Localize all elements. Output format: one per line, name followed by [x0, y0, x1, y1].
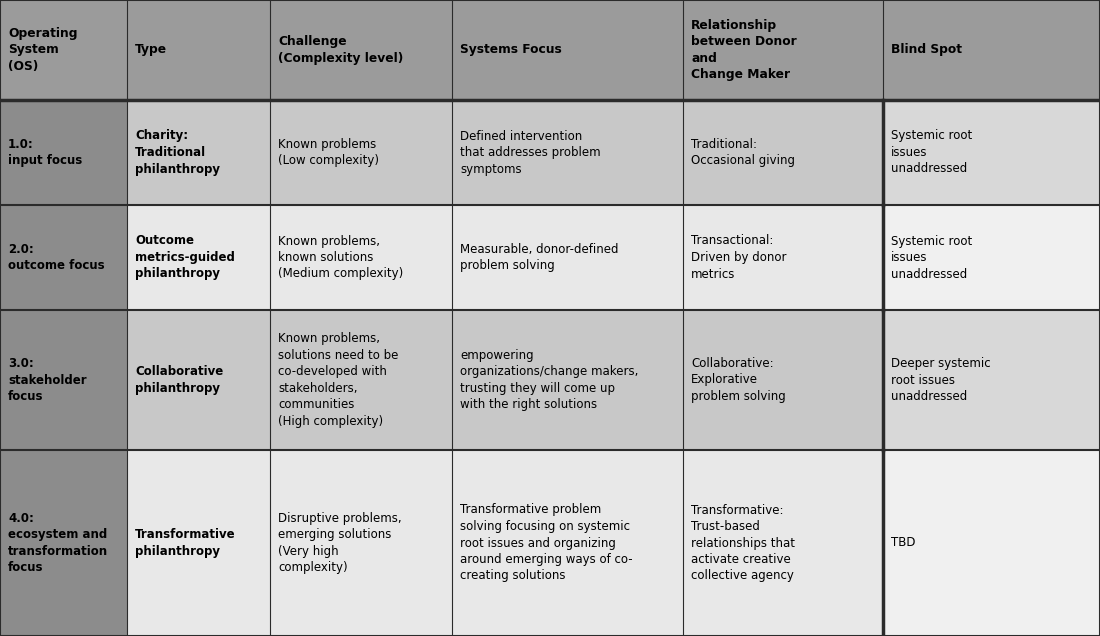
Text: Operating
System
(OS): Operating System (OS) [8, 27, 77, 73]
Text: Relationship
between Donor
and
Change Maker: Relationship between Donor and Change Ma… [691, 18, 796, 81]
Text: Disruptive problems,
emerging solutions
(Very high
complexity): Disruptive problems, emerging solutions … [278, 512, 402, 574]
Bar [683, 450, 883, 636]
Bar [683, 310, 883, 450]
Text: Known problems,
known solutions
(Medium complexity): Known problems, known solutions (Medium … [278, 235, 404, 280]
Text: Defined intervention
that addresses problem
symptoms: Defined intervention that addresses prob… [460, 130, 601, 176]
Text: Transactional:
Driven by donor
metrics: Transactional: Driven by donor metrics [691, 235, 786, 280]
Bar [270, 205, 452, 310]
Bar [0, 205, 126, 310]
Bar [883, 0, 1100, 100]
Text: Known problems
(Low complexity): Known problems (Low complexity) [278, 138, 380, 167]
Text: Systems Focus: Systems Focus [460, 43, 562, 57]
Text: Transformative
philanthropy: Transformative philanthropy [135, 529, 235, 558]
Text: Systemic root
issues
unaddressed: Systemic root issues unaddressed [891, 130, 972, 176]
Text: TBD: TBD [891, 537, 915, 550]
Text: Collaborative
philanthropy: Collaborative philanthropy [135, 365, 223, 395]
Text: Systemic root
issues
unaddressed: Systemic root issues unaddressed [891, 235, 972, 280]
Text: Traditional:
Occasional giving: Traditional: Occasional giving [691, 138, 795, 167]
Bar [883, 310, 1100, 450]
Text: Transformative problem
solving focusing on systemic
root issues and organizing
a: Transformative problem solving focusing … [460, 504, 632, 583]
Bar [126, 100, 270, 205]
Text: Challenge
(Complexity level): Challenge (Complexity level) [278, 35, 404, 65]
Bar [0, 100, 126, 205]
Bar [452, 205, 683, 310]
Bar [883, 100, 1100, 205]
Text: Blind Spot: Blind Spot [891, 43, 962, 57]
Text: Measurable, donor-defined
problem solving: Measurable, donor-defined problem solvin… [460, 243, 618, 272]
Bar [126, 205, 270, 310]
Bar [270, 100, 452, 205]
Bar [683, 0, 883, 100]
Text: Type: Type [135, 43, 167, 57]
Bar [883, 205, 1100, 310]
Bar [0, 450, 126, 636]
Bar [452, 0, 683, 100]
Text: Charity:
Traditional
philanthropy: Charity: Traditional philanthropy [135, 130, 220, 176]
Bar [270, 310, 452, 450]
Text: Transformative:
Trust-based
relationships that
activate creative
collective agen: Transformative: Trust-based relationship… [691, 504, 795, 583]
Text: Outcome
metrics-guided
philanthropy: Outcome metrics-guided philanthropy [135, 235, 235, 280]
Bar [126, 450, 270, 636]
Bar [452, 310, 683, 450]
Text: Deeper systemic
root issues
unaddressed: Deeper systemic root issues unaddressed [891, 357, 991, 403]
Bar [452, 450, 683, 636]
Bar [126, 310, 270, 450]
Bar [0, 0, 126, 100]
Text: 4.0:
ecosystem and
transformation
focus: 4.0: ecosystem and transformation focus [8, 512, 108, 574]
Bar [270, 0, 452, 100]
Text: Collaborative:
Explorative
problem solving: Collaborative: Explorative problem solvi… [691, 357, 785, 403]
Text: empowering
organizations/change makers,
trusting they will come up
with the righ: empowering organizations/change makers, … [460, 349, 638, 411]
Bar [0, 310, 126, 450]
Bar [270, 450, 452, 636]
Bar [452, 100, 683, 205]
Text: 3.0:
stakeholder
focus: 3.0: stakeholder focus [8, 357, 87, 403]
Bar [126, 0, 270, 100]
Text: 2.0:
outcome focus: 2.0: outcome focus [8, 243, 104, 272]
Text: Known problems,
solutions need to be
co-developed with
stakeholders,
communities: Known problems, solutions need to be co-… [278, 332, 398, 428]
Bar [683, 205, 883, 310]
Text: 1.0:
input focus: 1.0: input focus [8, 138, 82, 167]
Bar [883, 450, 1100, 636]
Bar [683, 100, 883, 205]
